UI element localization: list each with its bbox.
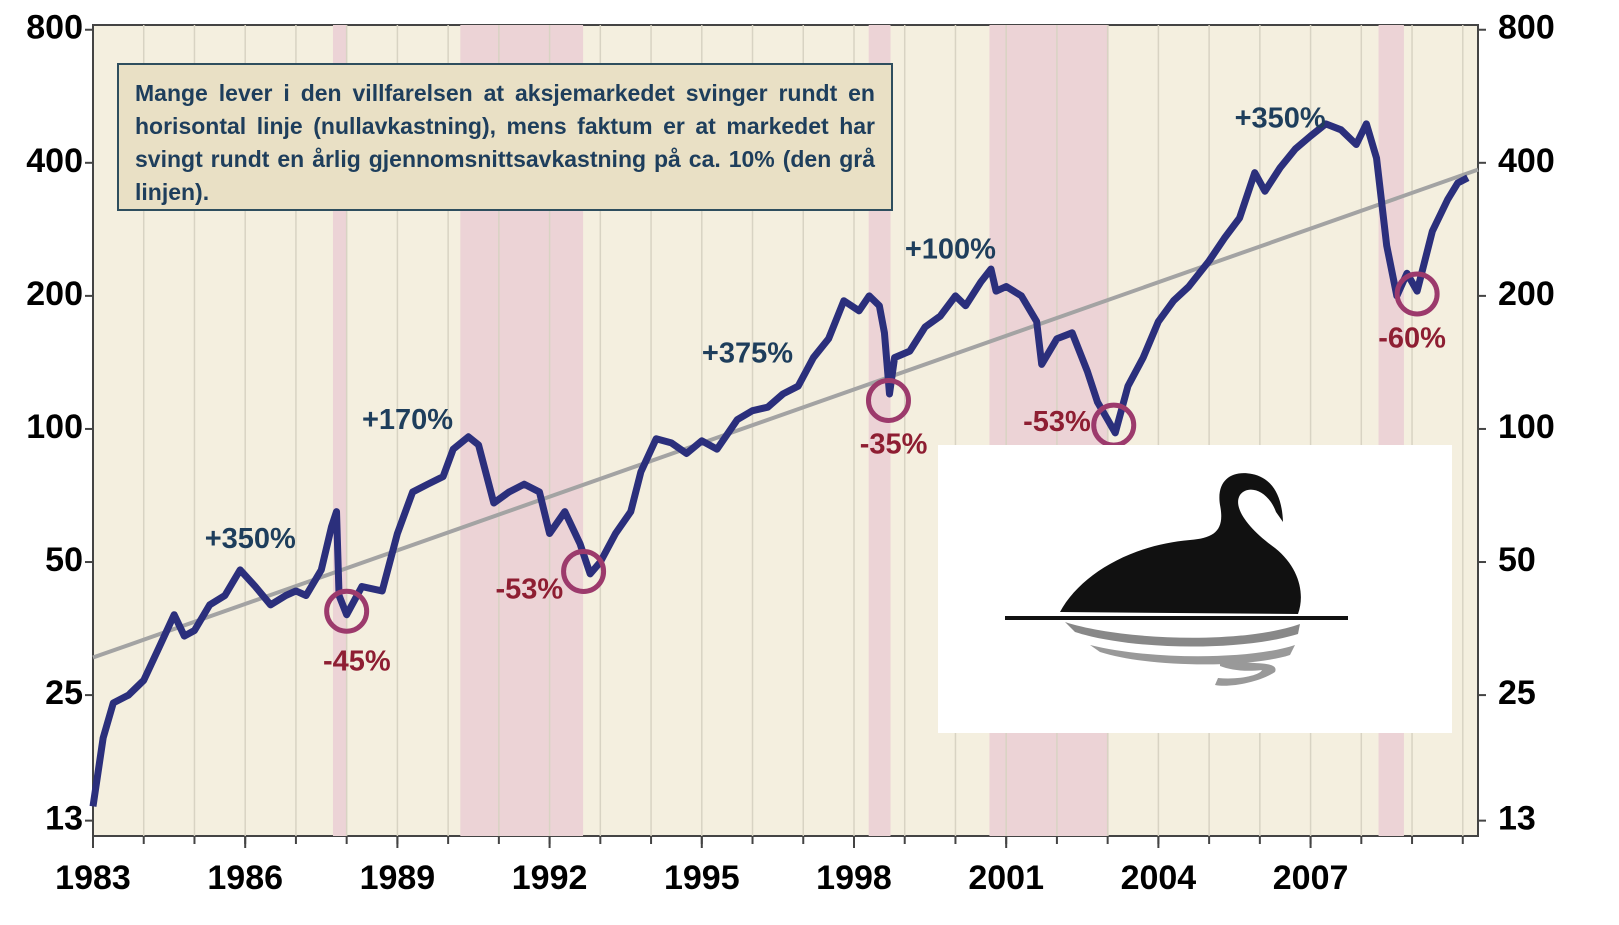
drawdown-circle [561,548,607,594]
index-line [89,120,1470,807]
y2-tick-label: 50 [1498,541,1536,579]
y-tick-label: 200 [26,275,83,313]
drawdown-circle [324,588,370,634]
y-tick-label: 50 [45,541,83,579]
gain-label: +350% [1235,103,1326,135]
drawdown-label: -53% [1023,406,1091,438]
trend-line [92,167,1479,660]
gain-label: +375% [702,338,793,370]
text-box: Mange lever i den villfarelsen at aksjem… [117,63,893,211]
drawdown-label: -60% [1378,323,1446,355]
y2-tick-label: 100 [1498,408,1555,446]
gain-label: +100% [905,233,996,265]
shaded-period [868,25,891,836]
gain-label: +170% [362,404,453,436]
swan-image [938,445,1452,733]
x-tick-label: 2007 [1273,859,1349,897]
y2-tick-label: 800 [1498,9,1555,47]
drawdown-circle [1394,271,1440,317]
x-tick-label: 1998 [816,859,892,897]
y-tick-label: 13 [45,800,83,838]
y-tick-label: 800 [26,9,83,47]
x-tick-label: 2001 [968,859,1044,897]
drawdown-label: -35% [860,429,928,461]
x-tick-label: 1992 [512,859,588,897]
y2-tick-label: 200 [1498,275,1555,313]
x-tick-label: 1983 [55,859,131,897]
y2-tick-label: 25 [1498,674,1536,712]
x-tick-label: 1989 [360,859,436,897]
y-tick-label: 100 [26,408,83,446]
x-tick-label: 1986 [207,859,283,897]
drawdown-circle [865,377,911,423]
y-tick-label: 400 [26,142,83,180]
drawdown-label: -45% [323,645,391,677]
y2-tick-label: 400 [1498,142,1555,180]
y-tick-label: 25 [45,674,83,712]
gain-label: +350% [205,523,296,555]
y2-tick-label: 13 [1498,800,1536,838]
x-tick-label: 2004 [1121,859,1197,897]
marks: +350% +170% +375% +100% +350% -45% -53% -35% -53… [89,103,1479,807]
x-tick-label: 1995 [664,859,740,897]
drawdown-label: -53% [495,574,563,606]
